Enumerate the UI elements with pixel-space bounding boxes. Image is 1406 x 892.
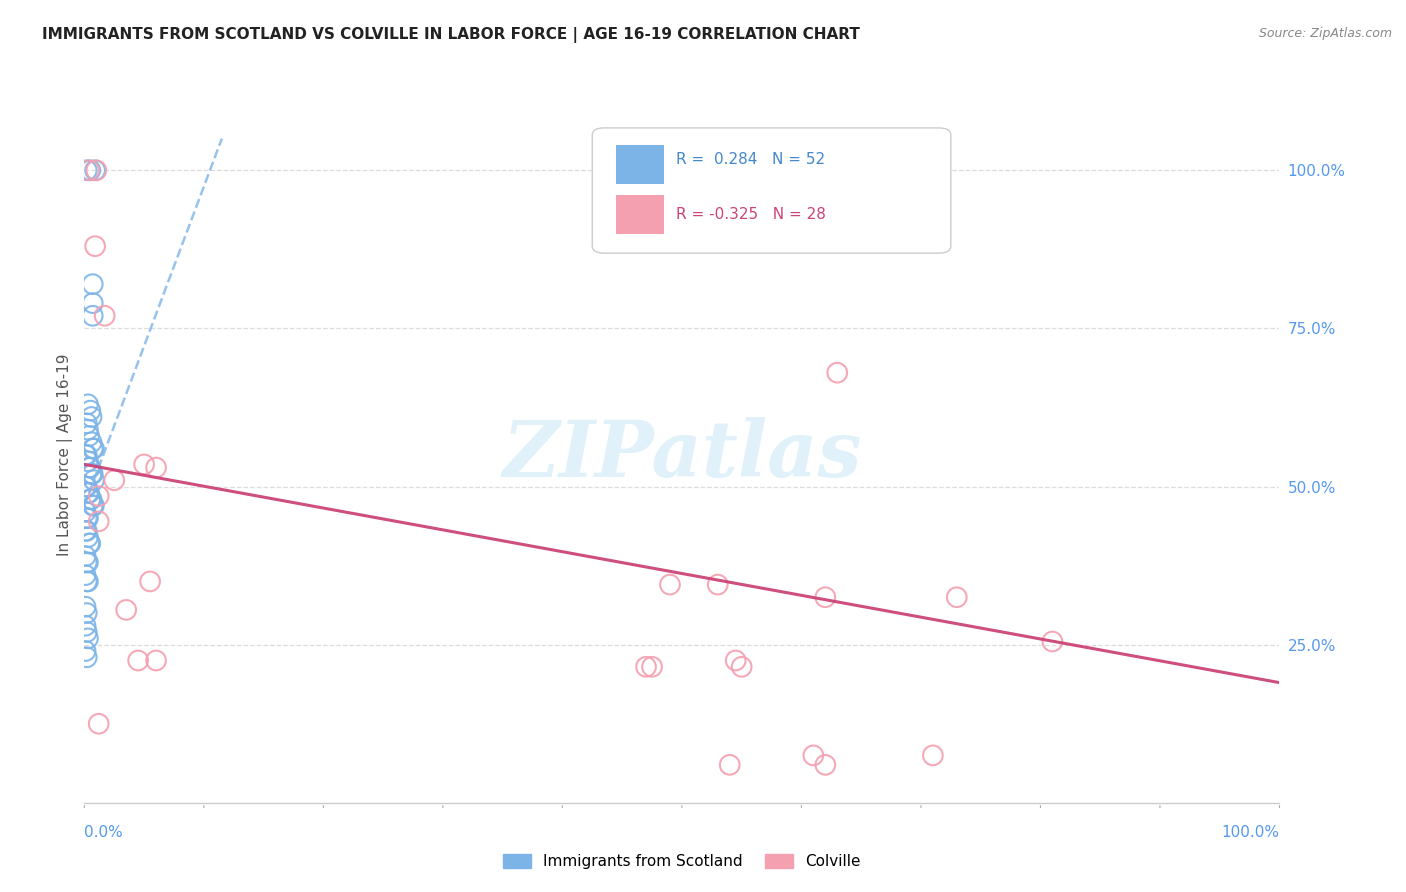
Point: [132, 458, 156, 472]
Point: [80, 492, 103, 507]
Point: [77, 460, 100, 475]
Text: ZIPatlas: ZIPatlas: [502, 417, 862, 493]
Point: [77, 454, 100, 468]
Text: IMMIGRANTS FROM SCOTLAND VS COLVILLE IN LABOR FORCE | AGE 16-19 CORRELATION CHAR: IMMIGRANTS FROM SCOTLAND VS COLVILLE IN …: [42, 27, 860, 43]
Point: [724, 653, 747, 667]
Point: [77, 486, 100, 500]
Point: [79, 492, 101, 507]
Point: [84, 163, 107, 178]
Point: [75, 618, 97, 632]
Point: [77, 163, 100, 178]
Point: [76, 625, 98, 640]
Point: [93, 309, 115, 323]
Point: [76, 417, 98, 431]
Point: [115, 603, 138, 617]
Point: [77, 423, 100, 437]
Y-axis label: In Labor Force | Age 16-19: In Labor Force | Age 16-19: [58, 353, 73, 557]
Point: [83, 473, 105, 487]
Point: [82, 467, 104, 481]
Point: [83, 499, 105, 513]
Point: [77, 536, 100, 550]
Point: [87, 716, 110, 731]
Point: [76, 511, 98, 525]
Point: [658, 577, 681, 591]
Point: [77, 429, 100, 443]
Point: [75, 448, 97, 462]
Point: [80, 435, 103, 450]
Point: [77, 574, 100, 589]
Point: [75, 568, 97, 582]
Point: [814, 591, 837, 605]
Point: [82, 499, 104, 513]
Point: [76, 479, 98, 493]
Bar: [616, 145, 664, 184]
Point: [634, 660, 657, 674]
Point: [1040, 634, 1064, 648]
Point: [75, 599, 97, 614]
Point: [76, 448, 98, 462]
Point: [76, 524, 98, 538]
Point: [77, 556, 100, 570]
Point: [87, 489, 110, 503]
Point: [145, 653, 167, 667]
Point: [814, 757, 837, 772]
Point: [145, 460, 167, 475]
Point: [75, 644, 97, 658]
Point: [75, 479, 97, 493]
Point: [77, 511, 100, 525]
Point: [80, 467, 103, 481]
Point: [82, 442, 104, 456]
Point: [77, 530, 100, 544]
Text: Source: ZipAtlas.com: Source: ZipAtlas.com: [1258, 27, 1392, 40]
Point: [75, 549, 97, 563]
Text: 0.0%: 0.0%: [84, 825, 124, 840]
Text: 100.0%: 100.0%: [1222, 825, 1279, 840]
Point: [76, 163, 98, 178]
Point: [139, 574, 162, 589]
Text: R =  0.284   N = 52: R = 0.284 N = 52: [676, 152, 825, 167]
Point: [83, 442, 105, 456]
Point: [825, 366, 848, 380]
Point: [127, 653, 149, 667]
FancyBboxPatch shape: [592, 128, 950, 253]
Point: [922, 748, 945, 763]
Point: [77, 397, 100, 411]
Point: [77, 632, 100, 646]
Point: [731, 660, 754, 674]
Point: [80, 409, 103, 424]
Point: [76, 574, 98, 589]
Point: [82, 277, 104, 292]
Text: R = -0.325   N = 28: R = -0.325 N = 28: [676, 207, 825, 222]
Point: [86, 163, 108, 178]
Point: [82, 309, 104, 323]
Point: [76, 606, 98, 620]
Point: [87, 514, 110, 528]
Point: [75, 505, 97, 519]
Point: [79, 460, 101, 475]
Point: [945, 591, 967, 605]
Point: [76, 650, 98, 665]
Bar: [616, 195, 664, 234]
Point: [79, 163, 101, 178]
Point: [82, 296, 104, 310]
Point: [103, 473, 125, 487]
Point: [718, 757, 741, 772]
Point: [76, 556, 98, 570]
Point: [84, 239, 107, 253]
Point: [707, 577, 730, 591]
Legend: Immigrants from Scotland, Colville: Immigrants from Scotland, Colville: [498, 847, 866, 875]
Point: [79, 403, 101, 417]
Point: [77, 486, 100, 500]
Point: [641, 660, 664, 674]
Point: [75, 524, 97, 538]
Point: [79, 536, 101, 550]
Point: [801, 748, 824, 763]
